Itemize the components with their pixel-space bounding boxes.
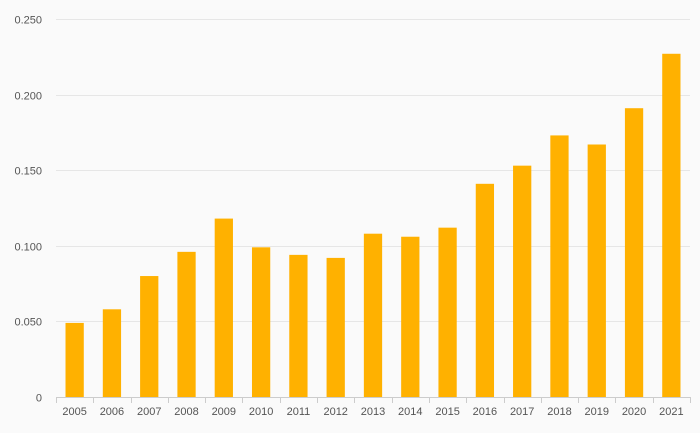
bar-2013[interactable] — [363, 233, 383, 397]
bar-2021[interactable] — [662, 53, 681, 397]
bar-2006[interactable] — [102, 309, 122, 397]
bar-2015[interactable] — [438, 227, 457, 397]
bar-2010[interactable] — [251, 247, 271, 397]
bar-2018[interactable] — [550, 135, 569, 398]
x-tick-label: 2019 — [585, 406, 609, 418]
x-tick-label: 2016 — [473, 406, 497, 418]
y-tick-label: 0.100 — [14, 242, 42, 254]
x-tick-label: 2006 — [100, 406, 124, 418]
bar-2008[interactable] — [177, 251, 196, 397]
x-tick-label: 2007 — [137, 406, 161, 418]
bar-2016[interactable] — [475, 183, 495, 397]
y-tick-label: 0 — [36, 393, 42, 405]
x-tick-label: 2009 — [212, 406, 236, 418]
x-tick-label: 2021 — [659, 406, 683, 418]
x-tick-label: 2011 — [287, 406, 311, 418]
x-tick-label: 2008 — [174, 406, 198, 418]
bar-2012[interactable] — [326, 257, 345, 397]
x-tick-label: 2017 — [510, 406, 534, 418]
y-tick-label: 0.250 — [14, 15, 42, 27]
bar-2019[interactable] — [587, 144, 606, 398]
bar-2020[interactable] — [624, 108, 644, 398]
x-tick-label: 2013 — [361, 406, 385, 418]
grid-layer — [56, 19, 690, 322]
x-tick-label: 2020 — [622, 406, 646, 418]
x-axis: 2005 2006 2007 2008 2009 2010 2011 2012 2013 2014… — [56, 397, 691, 418]
x-tick-label: 2005 — [62, 406, 86, 418]
bar-2005[interactable] — [65, 322, 84, 397]
bar-2009[interactable] — [214, 218, 233, 397]
bar-2007[interactable] — [140, 276, 159, 397]
x-tick-label: 2018 — [547, 406, 571, 418]
x-tick-label: 2010 — [249, 406, 273, 418]
bar-2014[interactable] — [401, 236, 420, 397]
bar-2011[interactable] — [289, 254, 308, 397]
y-tick-label: 0.150 — [14, 166, 42, 178]
x-tick-label: 2015 — [435, 406, 459, 418]
x-tick-label: 2014 — [398, 406, 422, 418]
bar-2017[interactable] — [513, 165, 532, 397]
bars — [65, 53, 681, 398]
y-axis: 0 0.050 0.100 0.150 0.200 0.250 — [14, 15, 42, 405]
x-tick-label: 2012 — [323, 406, 347, 418]
y-tick-label: 0.200 — [14, 91, 42, 103]
y-tick-label: 0.050 — [14, 317, 42, 329]
